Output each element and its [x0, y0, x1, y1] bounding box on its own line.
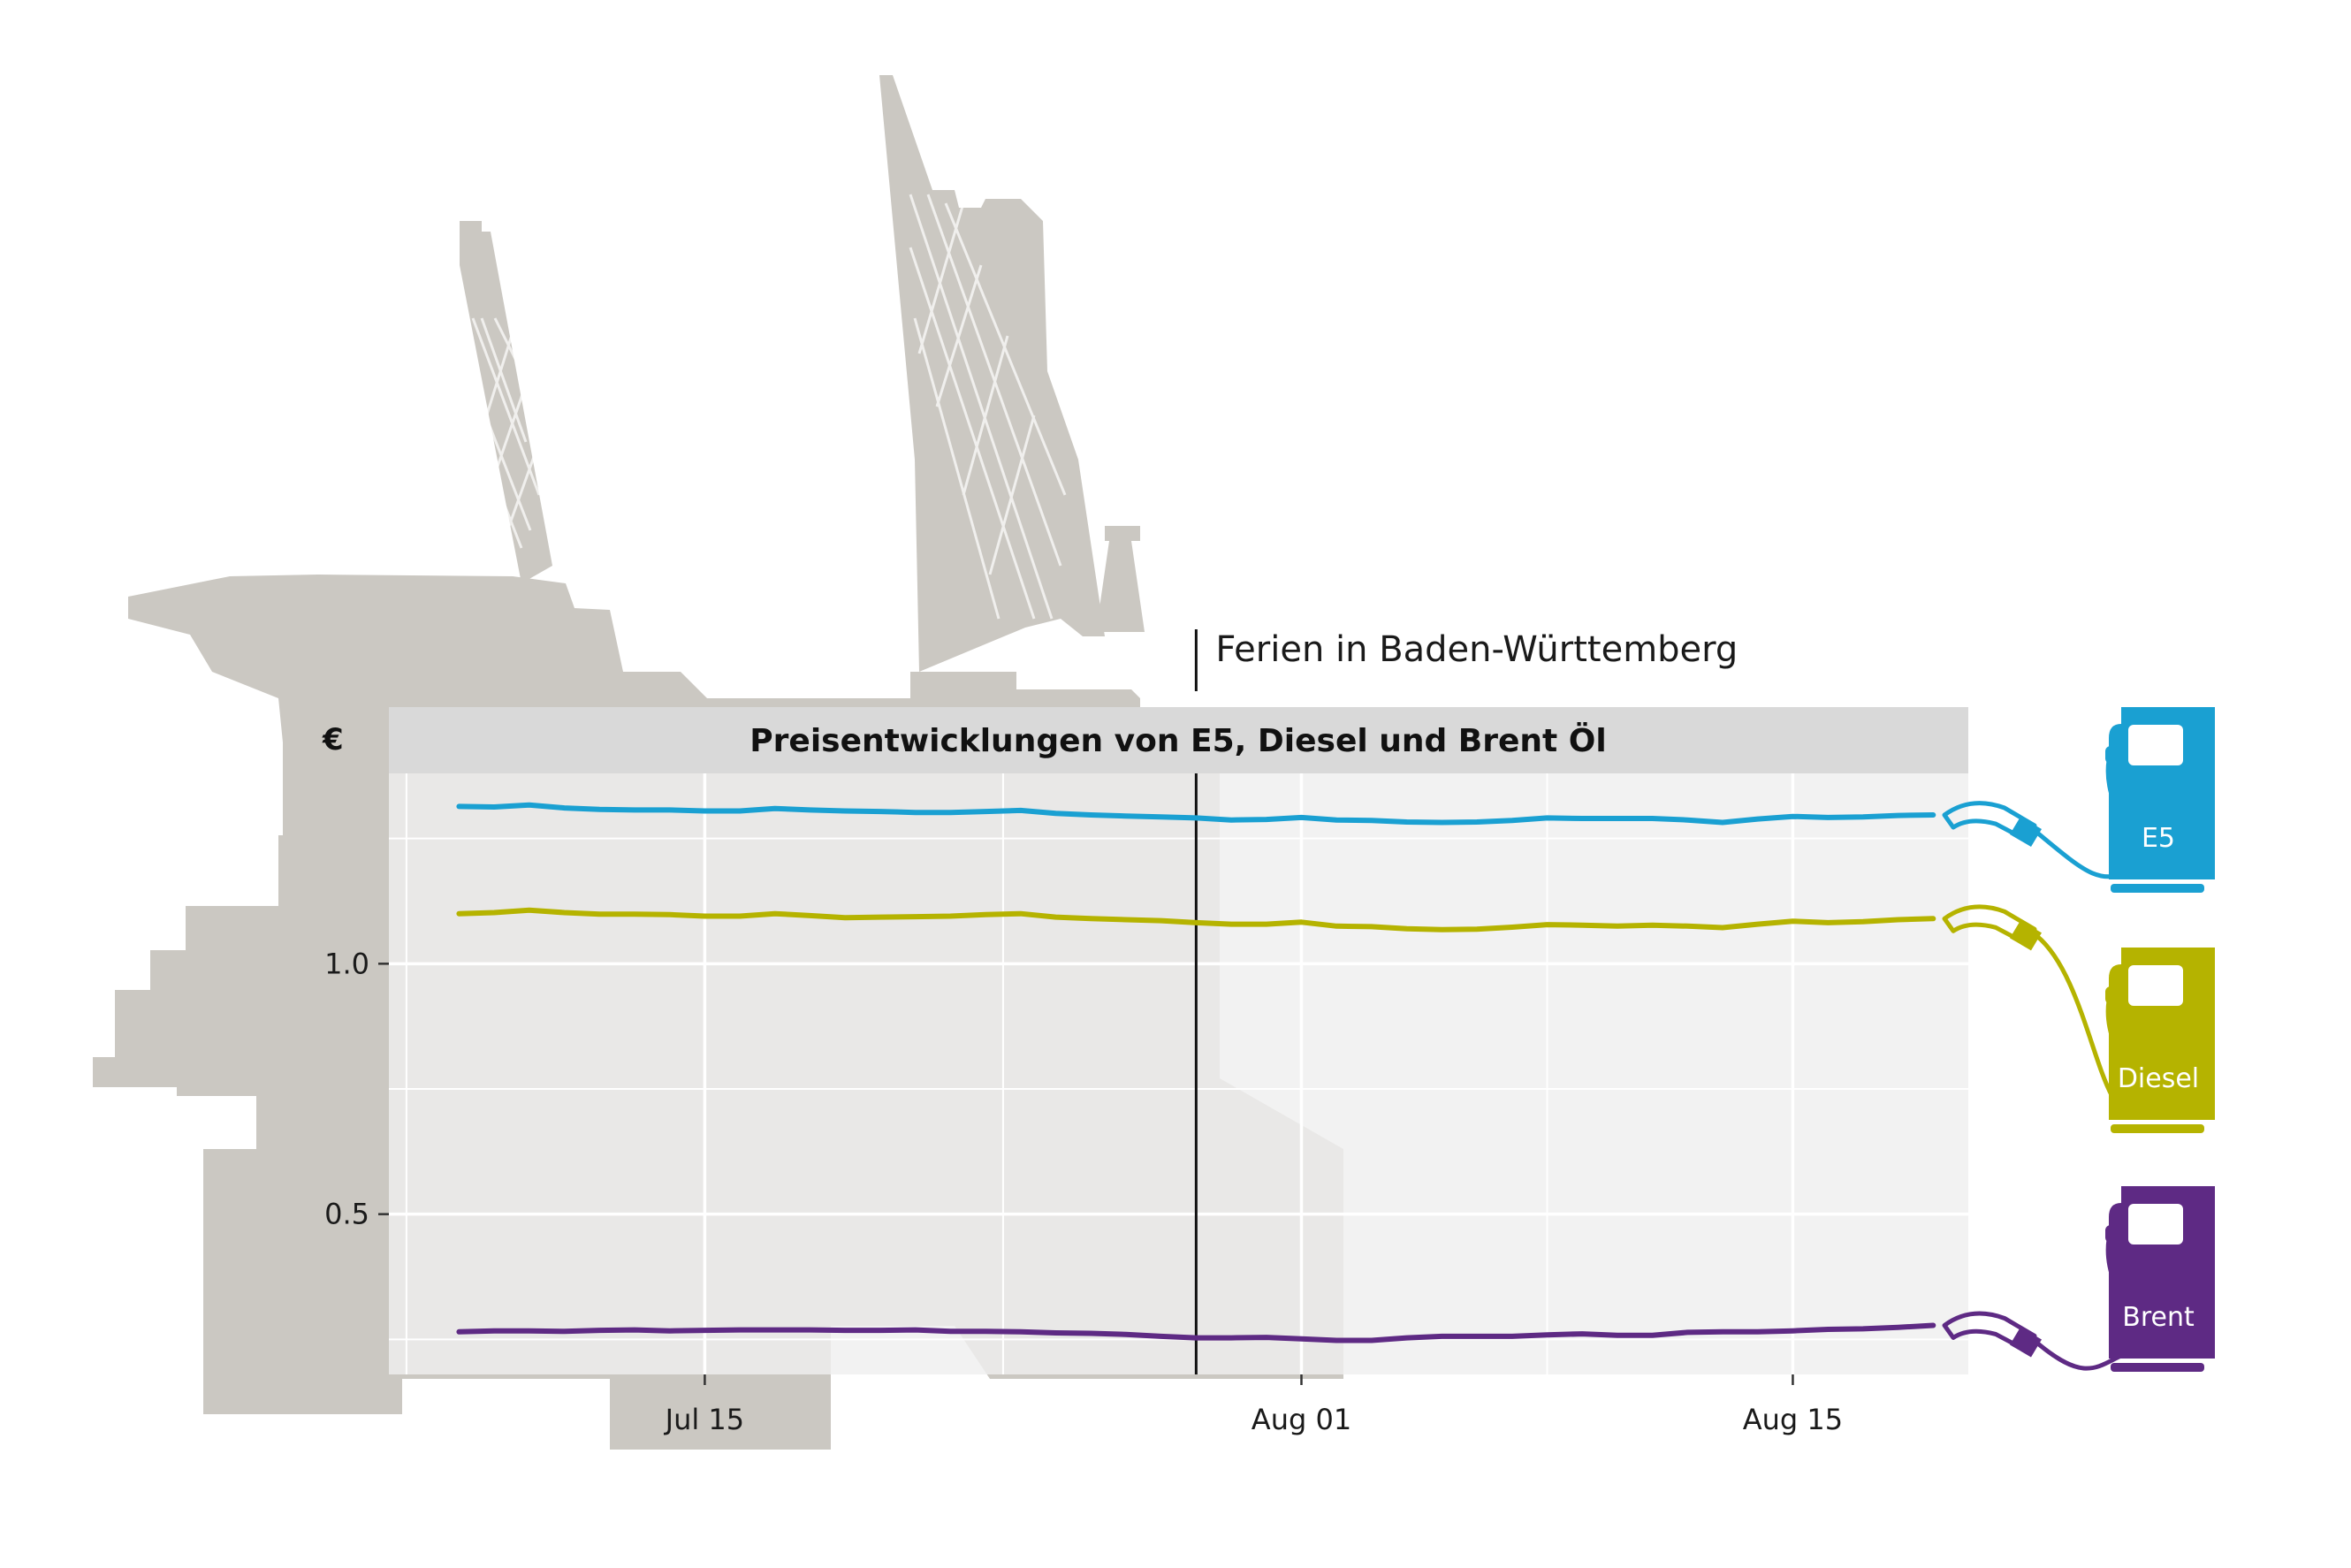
- pump-brent: Brent: [1942, 1186, 2215, 1372]
- x-axis: Jul 15 Aug 01 Aug 15: [664, 1374, 1843, 1436]
- pump-display: [2128, 965, 2183, 1006]
- pump-base: [2111, 884, 2204, 893]
- pump-display: [2128, 1204, 2183, 1245]
- annotation-label: Ferien in Baden-Württemberg: [1215, 629, 1738, 670]
- x-tick-label: Jul 15: [664, 1403, 745, 1436]
- series-line-brent: [456, 1322, 1936, 1343]
- x-tick-label: Aug 15: [1743, 1403, 1843, 1436]
- y-axis: 0.5 1.0: [324, 947, 389, 1231]
- nozzle-icon: [1942, 801, 2042, 848]
- plot-panel: [389, 773, 1968, 1374]
- series-line-diesel: [456, 907, 1936, 932]
- pump-label: Brent: [2122, 1302, 2195, 1333]
- x-tick-label: Aug 01: [1252, 1403, 1351, 1436]
- pump-display: [2128, 725, 2183, 765]
- pump-base: [2111, 1363, 2204, 1372]
- chart-title: Preisentwicklungen von E5, Diesel und Br…: [749, 722, 1606, 759]
- y-unit-label: €: [322, 722, 344, 757]
- pump-label: E5: [2142, 823, 2175, 854]
- crane-lattice: [467, 194, 1067, 620]
- title-strip: [389, 707, 1968, 773]
- series-line-e5: [456, 802, 1936, 826]
- y-tick-label: 1.0: [324, 947, 369, 980]
- gridlines: [389, 773, 1968, 1374]
- y-tick-label: 0.5: [324, 1198, 369, 1231]
- pump-label: Diesel: [2118, 1063, 2199, 1094]
- nozzle-icon: [1942, 1311, 2042, 1358]
- pump-e5: E5: [1942, 707, 2215, 893]
- series-lines: [456, 802, 1936, 1343]
- fuel-pumps: E5 Diesel Brent: [1942, 707, 2215, 1372]
- holiday-annotation: Ferien in Baden-Württemberg: [1194, 629, 1738, 1374]
- nozzle-icon: [1942, 904, 2042, 951]
- pump-base: [2111, 1124, 2204, 1133]
- pump-diesel: Diesel: [1942, 904, 2215, 1133]
